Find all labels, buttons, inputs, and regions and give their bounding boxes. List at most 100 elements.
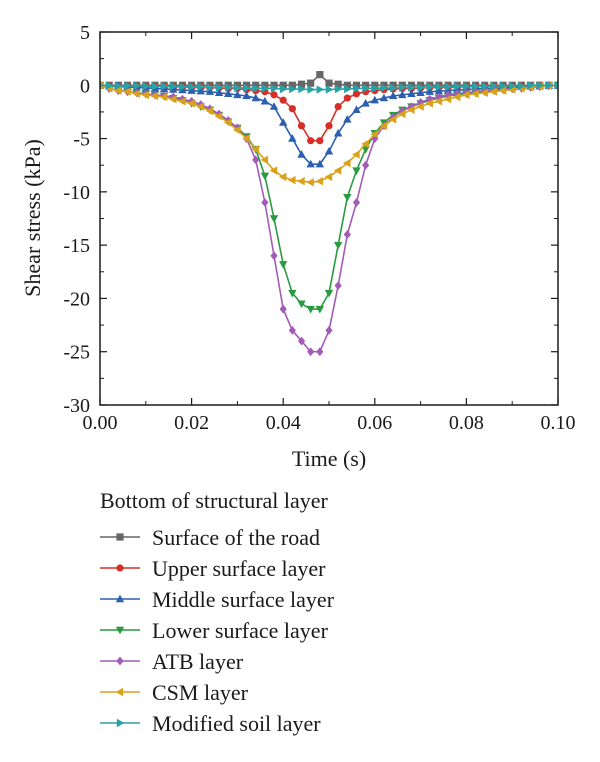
data-point xyxy=(288,326,296,335)
legend-marker xyxy=(115,626,125,635)
data-point xyxy=(352,90,361,98)
data-point xyxy=(243,83,251,93)
data-point xyxy=(105,81,114,90)
data-point xyxy=(325,326,333,335)
data-point xyxy=(196,102,204,111)
data-point xyxy=(287,175,296,185)
data-point xyxy=(443,86,453,94)
data-point xyxy=(196,86,205,95)
data-point xyxy=(325,85,334,94)
data-point xyxy=(444,90,452,100)
data-point xyxy=(197,82,206,92)
data-point xyxy=(425,87,434,95)
data-point xyxy=(168,94,177,104)
series-atb-layer xyxy=(100,80,558,357)
data-point xyxy=(489,87,498,96)
data-point xyxy=(315,159,325,168)
legend-item: CSM layer xyxy=(100,680,249,705)
data-point xyxy=(270,91,278,99)
data-point xyxy=(334,84,343,94)
data-point xyxy=(362,84,371,93)
data-point xyxy=(306,305,315,314)
data-point xyxy=(187,86,196,94)
series-line xyxy=(100,84,558,142)
data-point xyxy=(472,82,480,91)
data-point xyxy=(509,81,517,91)
data-point xyxy=(334,80,342,88)
legend-item: Lower surface layer xyxy=(100,618,329,643)
data-point xyxy=(490,81,499,91)
data-point xyxy=(397,109,406,119)
data-point xyxy=(179,82,187,92)
data-point xyxy=(435,92,443,102)
data-point xyxy=(279,304,287,314)
legend-label: Surface of the road xyxy=(152,525,320,550)
x-tick-label: 0.06 xyxy=(357,412,392,434)
y-tick-label: -30 xyxy=(63,395,90,417)
data-point xyxy=(425,99,433,108)
data-point xyxy=(233,90,242,99)
data-point xyxy=(307,79,315,87)
legend-item: Surface of the road xyxy=(100,525,320,550)
data-point xyxy=(388,115,397,124)
data-point xyxy=(206,83,215,92)
data-point xyxy=(252,81,260,89)
legend-label: Upper surface layer xyxy=(152,556,326,581)
data-point xyxy=(234,83,242,93)
y-tick-label: -10 xyxy=(63,182,90,204)
data-point xyxy=(115,81,123,91)
data-point xyxy=(306,159,315,168)
data-point xyxy=(324,172,333,182)
data-point xyxy=(315,305,325,314)
data-point xyxy=(417,97,425,107)
data-point xyxy=(260,155,269,165)
series-line xyxy=(100,84,558,310)
legend-item: Upper surface layer xyxy=(100,556,326,581)
legend-label: Middle surface layer xyxy=(152,587,335,612)
data-point xyxy=(380,83,389,93)
data-point xyxy=(260,96,270,105)
data-point xyxy=(288,289,297,298)
data-point xyxy=(297,336,306,346)
data-point xyxy=(298,84,306,94)
series-lines xyxy=(100,71,558,357)
legend-title: Bottom of structural layer xyxy=(100,488,329,513)
y-axis-title: Shear stress (kPa) xyxy=(20,139,45,297)
data-point xyxy=(343,81,351,89)
data-point xyxy=(132,89,140,99)
data-point xyxy=(518,81,526,91)
data-point xyxy=(371,84,380,93)
data-point xyxy=(242,91,251,100)
data-point xyxy=(361,99,370,107)
data-point xyxy=(100,82,105,88)
data-point xyxy=(443,94,452,104)
data-point xyxy=(361,139,369,149)
data-point xyxy=(159,92,168,102)
data-point xyxy=(279,81,287,89)
data-point xyxy=(214,88,224,96)
data-point xyxy=(224,89,233,98)
data-point xyxy=(113,86,122,95)
data-point xyxy=(334,281,342,291)
data-point xyxy=(316,347,324,357)
data-point xyxy=(307,85,316,94)
series-csm-layer xyxy=(100,81,558,187)
data-point xyxy=(297,80,306,88)
data-point xyxy=(480,88,488,97)
data-point xyxy=(370,95,379,104)
data-point xyxy=(499,81,508,91)
x-tick-label: 0.08 xyxy=(449,412,484,434)
legend-marker xyxy=(116,656,124,666)
series-line xyxy=(100,84,558,184)
data-point xyxy=(417,83,425,92)
data-point xyxy=(170,82,178,91)
legend-item: ATB layer xyxy=(100,649,244,674)
data-point xyxy=(307,347,315,357)
data-point xyxy=(270,251,278,261)
data-point xyxy=(545,81,554,90)
data-point xyxy=(352,167,361,175)
data-point xyxy=(380,81,388,89)
data-point xyxy=(297,300,306,309)
data-point xyxy=(150,91,159,101)
data-point xyxy=(324,289,334,298)
